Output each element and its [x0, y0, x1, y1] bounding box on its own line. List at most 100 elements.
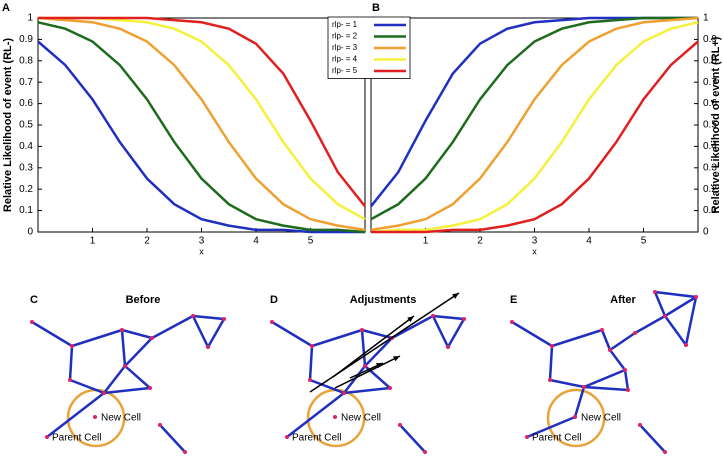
edge	[639, 424, 666, 453]
node	[148, 386, 152, 390]
x-tick-label: 1	[90, 236, 96, 247]
edge	[653, 291, 667, 317]
legend-label: rlp- = 1	[332, 20, 358, 29]
edge	[609, 331, 636, 352]
y-tick-label: 1	[703, 13, 709, 24]
node	[600, 328, 604, 332]
node	[45, 435, 49, 439]
edge	[583, 368, 626, 389]
node	[206, 345, 210, 349]
edge	[46, 392, 105, 438]
edge	[71, 328, 123, 348]
node	[608, 348, 612, 352]
edge	[309, 378, 345, 395]
panel-label: E	[510, 294, 517, 306]
node	[638, 423, 642, 427]
node	[363, 364, 367, 368]
edge	[124, 365, 151, 389]
y-tick-label: 1	[27, 13, 33, 24]
arrow-head	[452, 293, 459, 299]
node	[388, 386, 392, 390]
edge	[446, 318, 466, 348]
series-line	[37, 16, 366, 232]
cell-circle	[546, 388, 606, 448]
x-axis-label: x	[199, 246, 204, 256]
node	[120, 328, 124, 332]
node	[68, 378, 72, 382]
new-cell-dot	[93, 415, 97, 419]
y-tick-label: 0.9	[19, 34, 33, 45]
arrow-head	[393, 356, 400, 362]
panel-label: C	[30, 294, 38, 306]
legend-label: rlp- = 3	[332, 43, 358, 52]
series-line	[38, 16, 366, 221]
x-tick-label: 4	[586, 236, 592, 247]
edge	[432, 314, 465, 321]
y-tick-label: 0.4	[703, 141, 717, 152]
panel-label: A	[2, 2, 10, 14]
node	[222, 317, 226, 321]
x-tick-label: 3	[532, 236, 538, 247]
edge	[573, 386, 586, 418]
node	[694, 295, 698, 299]
edge	[431, 315, 450, 348]
edge	[103, 365, 126, 394]
legend-label: rlp- = 5	[332, 66, 358, 75]
x-tick-label: 4	[253, 236, 259, 247]
edge	[271, 320, 313, 348]
diagram-title: Adjustments	[350, 294, 417, 306]
edge	[664, 295, 697, 318]
series-line	[370, 16, 698, 221]
edge	[124, 337, 153, 367]
node	[308, 378, 312, 382]
x-tick-label: 1	[423, 236, 429, 247]
parent-cell-label: Parent Cell	[52, 433, 101, 444]
node	[573, 415, 577, 419]
series-line	[37, 21, 366, 234]
plot-frame	[370, 17, 699, 233]
edge	[511, 320, 553, 348]
series-line	[38, 16, 366, 208]
node	[663, 450, 667, 454]
y-tick-label: 0.4	[19, 141, 33, 152]
y-tick-label: 0.5	[19, 120, 33, 131]
node	[446, 345, 450, 349]
edge	[623, 369, 630, 391]
edge	[192, 314, 225, 321]
edge	[364, 337, 393, 367]
y-tick-label: 0.7	[19, 77, 33, 88]
edge	[308, 345, 314, 381]
node	[423, 450, 427, 454]
x-tick-label: 5	[308, 236, 314, 247]
node	[342, 391, 346, 395]
parent-cell-label: Parent Cell	[532, 433, 581, 444]
new-cell-label: New Cell	[101, 413, 141, 424]
series-line	[371, 40, 699, 234]
edge	[583, 385, 629, 392]
x-tick-label: 2	[477, 236, 483, 247]
edge	[634, 314, 666, 335]
panel-label: D	[270, 294, 278, 306]
edge	[120, 329, 127, 367]
y-tick-label: 0	[27, 227, 33, 238]
x-axis-label: x	[532, 246, 537, 256]
x-tick-label: 3	[199, 236, 205, 247]
edge	[31, 320, 73, 348]
y-tick-label: 0.6	[703, 98, 717, 109]
y-tick-label: 0.1	[703, 205, 717, 216]
edge	[121, 328, 153, 340]
node	[360, 328, 364, 332]
y-tick-label: 0.6	[19, 98, 33, 109]
edge	[549, 378, 585, 389]
arrow	[334, 355, 401, 389]
node	[150, 336, 154, 340]
edge	[600, 329, 612, 351]
node	[653, 290, 657, 294]
y-tick-label: 0.7	[703, 77, 717, 88]
node	[462, 317, 466, 321]
series-line	[370, 16, 699, 232]
edge	[311, 328, 363, 348]
series-line	[370, 21, 699, 234]
y-tick-label: 0.3	[19, 162, 33, 173]
